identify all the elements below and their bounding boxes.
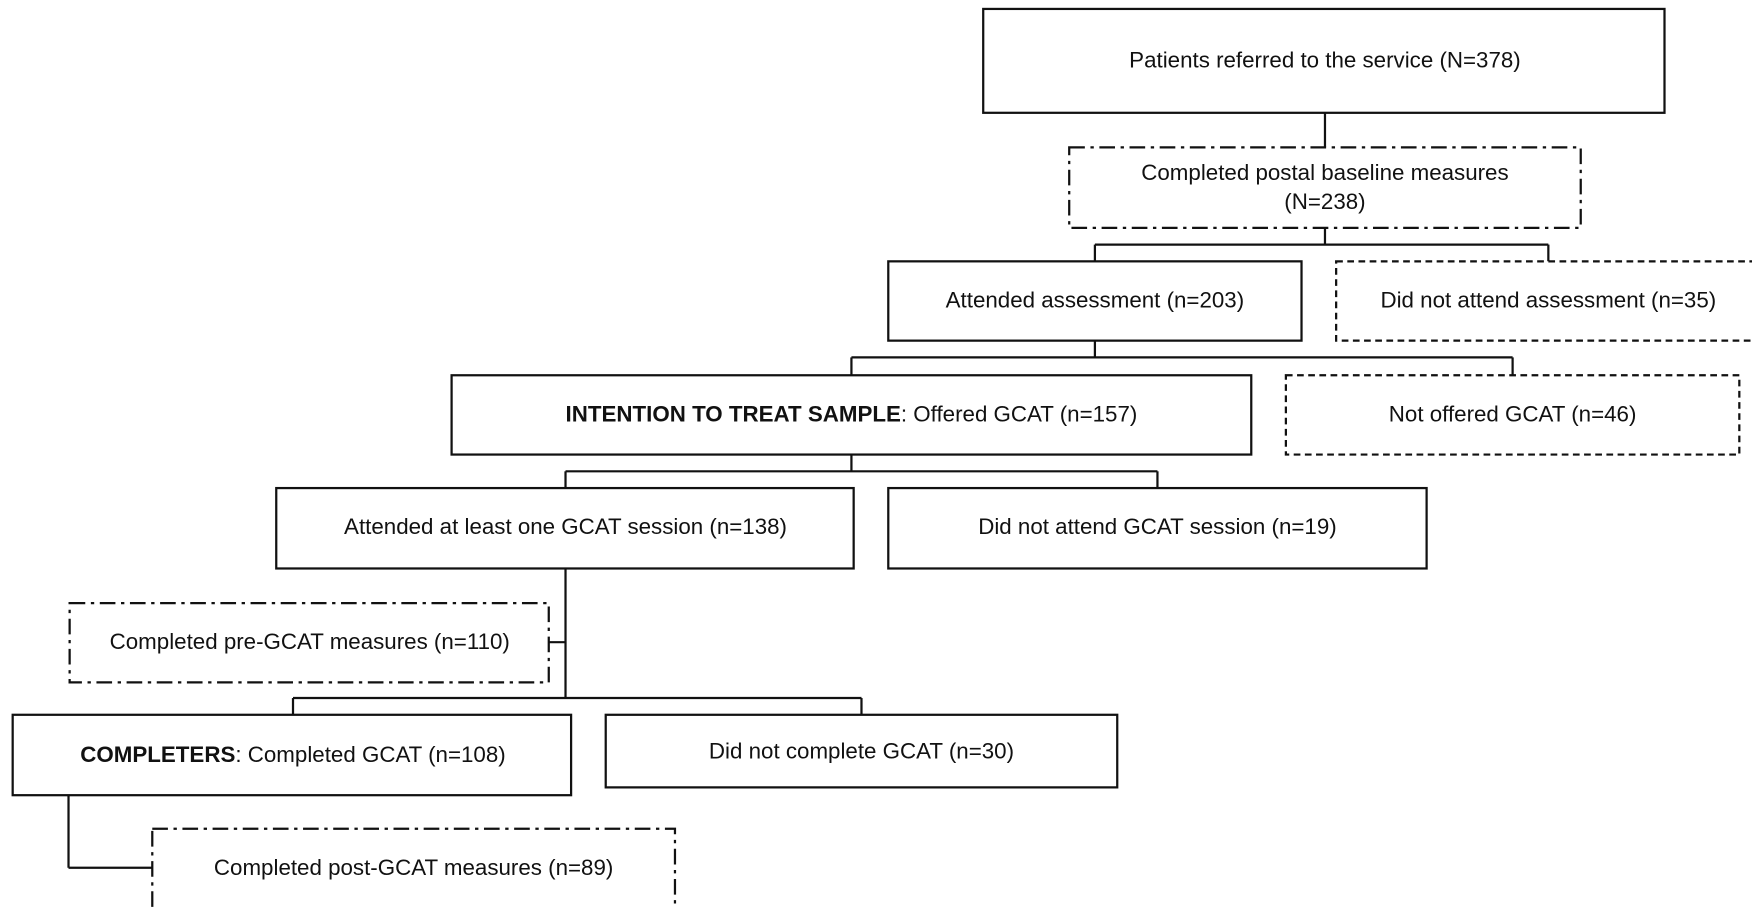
node-label: Did not attend assessment (n=35)	[1380, 287, 1716, 312]
node-box	[604, 713, 1119, 789]
node-box	[450, 374, 1253, 456]
connectors	[67, 112, 1550, 869]
node-label: Attended at least one GCAT session (n=13…	[344, 514, 787, 539]
node-label: COMPLETERS: Completed GCAT (n=108)	[80, 742, 505, 767]
node: Did not attend GCAT session (n=19)	[887, 486, 1428, 570]
node: COMPLETERS: Completed GCAT (n=108)	[11, 713, 573, 797]
node: Did not complete GCAT (n=30)	[604, 713, 1119, 789]
node: Attended at least one GCAT session (n=13…	[275, 486, 855, 570]
node-box	[275, 486, 855, 570]
node-box	[1335, 260, 1752, 342]
node: Not offered GCAT (n=46)	[1284, 374, 1741, 456]
node-box	[982, 7, 1666, 114]
node-box	[11, 713, 573, 797]
node: Completed post-GCAT measures (n=89)	[151, 827, 677, 908]
node-label: (N=238)	[1284, 189, 1365, 214]
node-label: Patients referred to the service (N=378)	[1129, 47, 1521, 72]
node-label: Did not attend GCAT session (n=19)	[978, 514, 1336, 539]
node-label-bold: INTENTION TO TREAT SAMPLE	[566, 401, 901, 426]
node-label-bold: COMPLETERS	[80, 742, 235, 767]
node-label: Completed postal baseline measures	[1141, 160, 1508, 185]
node-label: Attended assessment (n=203)	[946, 287, 1245, 312]
node: Completed pre-GCAT measures (n=110)	[68, 601, 550, 684]
node-label-text: : Completed GCAT (n=108)	[235, 742, 505, 767]
node: INTENTION TO TREAT SAMPLE: Offered GCAT …	[450, 374, 1253, 456]
node-box	[887, 260, 1303, 342]
node-box	[1068, 146, 1582, 229]
node: Attended assessment (n=203)	[887, 260, 1303, 342]
node-box	[68, 601, 550, 684]
node-label: Did not complete GCAT (n=30)	[709, 739, 1014, 764]
node: Did not attend assessment (n=35)	[1335, 260, 1752, 342]
node-box	[1284, 374, 1741, 456]
node: Patients referred to the service (N=378)	[982, 7, 1666, 114]
node-label-text: : Offered GCAT (n=157)	[901, 401, 1137, 426]
node-box	[151, 827, 677, 908]
node-box	[887, 486, 1428, 570]
node-label: Completed post-GCAT measures (n=89)	[214, 855, 613, 880]
node-label: Completed pre-GCAT measures (n=110)	[110, 629, 510, 654]
node-label: INTENTION TO TREAT SAMPLE: Offered GCAT …	[566, 401, 1138, 426]
node: Completed postal baseline measures (N=23…	[1068, 146, 1582, 229]
node-label: Not offered GCAT (n=46)	[1389, 401, 1637, 426]
